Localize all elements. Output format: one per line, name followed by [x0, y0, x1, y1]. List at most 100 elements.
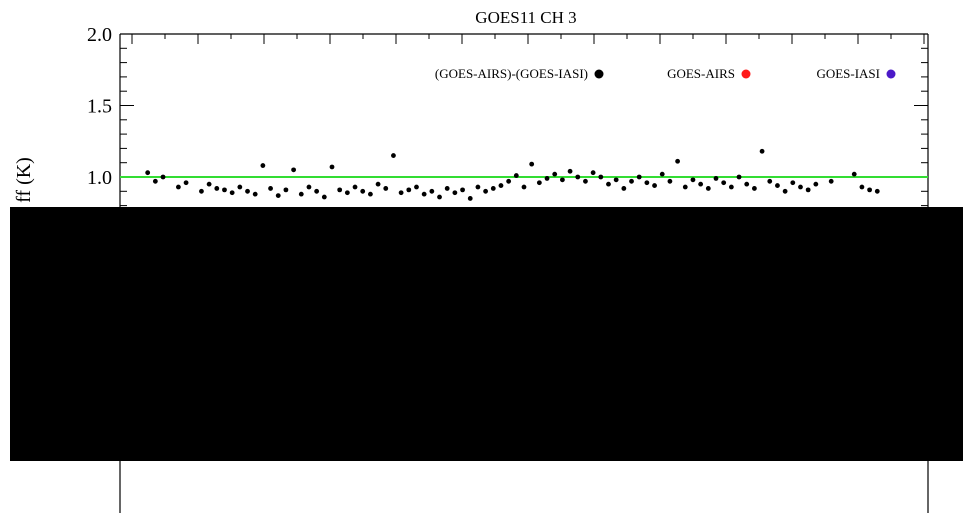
- data-point-series-0: [851, 171, 857, 177]
- data-point-series-0: [652, 183, 657, 188]
- data-point-series-0: [160, 174, 166, 180]
- data-point-series-0: [752, 186, 757, 191]
- data-point-series-0: [590, 170, 596, 176]
- data-point-series-0: [767, 178, 773, 184]
- data-point-series-0: [744, 181, 750, 187]
- data-point-series-0: [406, 187, 412, 193]
- data-point-series-0: [352, 184, 358, 190]
- legend-label-airs: GOES-AIRS: [667, 66, 735, 81]
- data-point-series-0: [414, 184, 419, 190]
- data-point-series-0: [176, 184, 181, 190]
- data-point-series-0: [521, 184, 527, 190]
- data-point-series-0: [874, 188, 880, 194]
- data-point-series-0: [291, 167, 296, 173]
- data-point-series-0: [782, 188, 788, 194]
- data-point-series-0: [567, 168, 573, 174]
- data-point-series-0: [183, 180, 189, 186]
- data-point-series-0: [859, 184, 865, 190]
- data-point-series-0: [275, 193, 281, 198]
- data-point-series-0: [690, 177, 696, 183]
- data-point-series-0: [344, 190, 350, 196]
- data-point-series-0: [437, 194, 442, 200]
- data-point-series-0: [306, 184, 312, 190]
- data-point-series-0: [621, 186, 627, 191]
- data-point-series-0: [467, 196, 473, 201]
- data-point-series-0: [298, 191, 304, 197]
- redaction-block: [10, 207, 963, 461]
- data-point-series-0: [460, 187, 465, 193]
- data-point-series-0: [536, 180, 542, 186]
- data-point-series-0: [705, 186, 711, 191]
- data-point-series-0: [421, 191, 427, 197]
- data-point-series-0: [606, 181, 611, 187]
- data-point-series-0: [659, 171, 665, 177]
- data-point-series-0: [636, 174, 642, 180]
- data-point-series-0: [368, 191, 373, 197]
- y-tick-labels: 2.0 1.5 1.0: [87, 24, 112, 189]
- data-point-series-0: [667, 178, 673, 184]
- data-point-series-0: [721, 180, 727, 186]
- data-point-series-0: [490, 186, 496, 191]
- data-point-series-0: [828, 178, 834, 184]
- data-point-series-0: [575, 174, 581, 180]
- data-point-series-0: [283, 187, 289, 193]
- data-point-series-0: [759, 148, 765, 154]
- data-point-series-0: [713, 176, 719, 181]
- data-point-series-0: [813, 181, 819, 187]
- data-point-series-0: [260, 163, 266, 168]
- data-point-series-0: [775, 183, 780, 188]
- data-point-series-0: [698, 181, 704, 187]
- data-point-series-0: [682, 184, 688, 190]
- data-point-series-0: [790, 180, 796, 186]
- data-point-series-0: [736, 174, 742, 180]
- data-point-series-0: [398, 190, 404, 196]
- legend-marker-diff: [594, 69, 604, 79]
- data-point-series-0: [498, 183, 504, 188]
- data-point-series-0: [506, 178, 512, 184]
- data-point-series-0: [222, 187, 227, 193]
- data-point-series-0: [613, 177, 619, 183]
- y-tick-label: 2.0: [87, 24, 112, 46]
- data-point-series-0: [552, 171, 558, 177]
- data-point-series-0: [629, 178, 634, 184]
- data-point-series-0: [206, 181, 212, 187]
- y-tick-label: 1.0: [87, 167, 112, 189]
- data-point-series-0: [375, 181, 381, 187]
- data-point-series-0: [805, 187, 811, 193]
- data-point-series-0: [728, 184, 734, 190]
- data-point-series-0: [483, 188, 488, 194]
- data-point-series-0: [145, 170, 151, 176]
- data-point-series-0: [321, 194, 327, 200]
- data-point-series-0: [529, 161, 535, 167]
- data-point-series-0: [199, 188, 204, 194]
- legend: (GOES-AIRS)-(GOES-IASI) GOES-AIRS GOES-I…: [435, 66, 896, 81]
- legend-label-iasi: GOES-IASI: [816, 66, 880, 81]
- data-point-series-0: [798, 184, 803, 190]
- data-point-series-0: [598, 174, 604, 180]
- y-tick-label: 1.5: [87, 96, 112, 118]
- data-point-series-0: [252, 191, 258, 197]
- data-point-series-0: [152, 178, 158, 184]
- data-point-series-0: [444, 186, 450, 191]
- data-point-series-0: [560, 177, 565, 183]
- data-point-series-0: [544, 176, 550, 181]
- data-point-series-0: [391, 153, 396, 158]
- data-point-series-0: [429, 188, 435, 194]
- data-point-series-0: [337, 187, 343, 193]
- chart-title: GOES11 CH 3: [475, 8, 576, 27]
- data-point-series-0: [268, 186, 273, 191]
- data-point-series-0: [383, 186, 389, 191]
- data-point-series-0: [867, 187, 872, 193]
- data-point-series-0: [513, 173, 519, 178]
- data-point-series-0: [229, 190, 235, 196]
- data-point-series-0: [644, 180, 650, 186]
- data-point-series-0: [360, 188, 366, 194]
- data-point-series-0: [237, 184, 243, 190]
- data-point-series-0: [475, 184, 481, 190]
- data-point-series-0: [314, 188, 320, 194]
- data-point-series-0: [329, 164, 335, 170]
- y-axis-label: ff (K): [13, 157, 35, 203]
- data-point-series-0: [452, 190, 458, 196]
